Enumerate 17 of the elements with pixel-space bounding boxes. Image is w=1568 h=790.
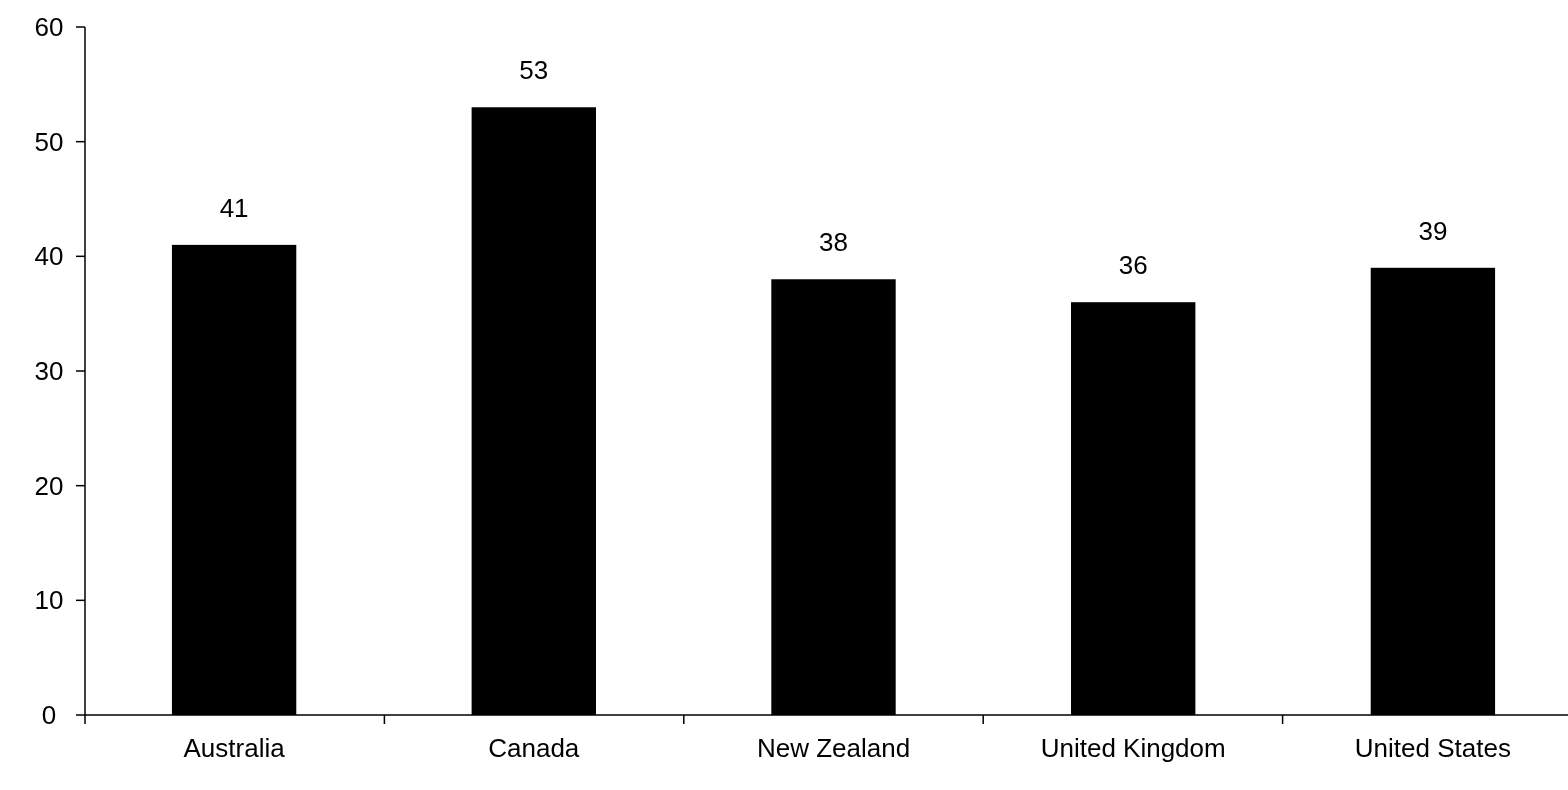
data-label: 36 — [1118, 250, 1148, 281]
y-tick-label: 40 — [34, 241, 64, 272]
x-tick-label: Australia — [183, 733, 286, 763]
y-tick-label: 30 — [34, 356, 64, 386]
data-label: 53 — [519, 55, 549, 86]
x-tick-label: United Kingdom — [1040, 733, 1226, 763]
y-tick-label: 20 — [34, 470, 64, 501]
x-tick-label: New Zealand — [756, 733, 911, 763]
data-label: 38 — [819, 227, 848, 258]
y-tick-label: 0 — [41, 700, 57, 730]
data-label: 39 — [1418, 215, 1448, 246]
y-tick-label: 50 — [34, 126, 64, 157]
y-tick-label: 10 — [34, 585, 64, 616]
y-tick-label: 60 — [34, 12, 64, 42]
data-label: 41 — [219, 192, 249, 223]
x-tick-label: United States — [1354, 733, 1511, 763]
x-tick-label: Canada — [488, 733, 580, 763]
